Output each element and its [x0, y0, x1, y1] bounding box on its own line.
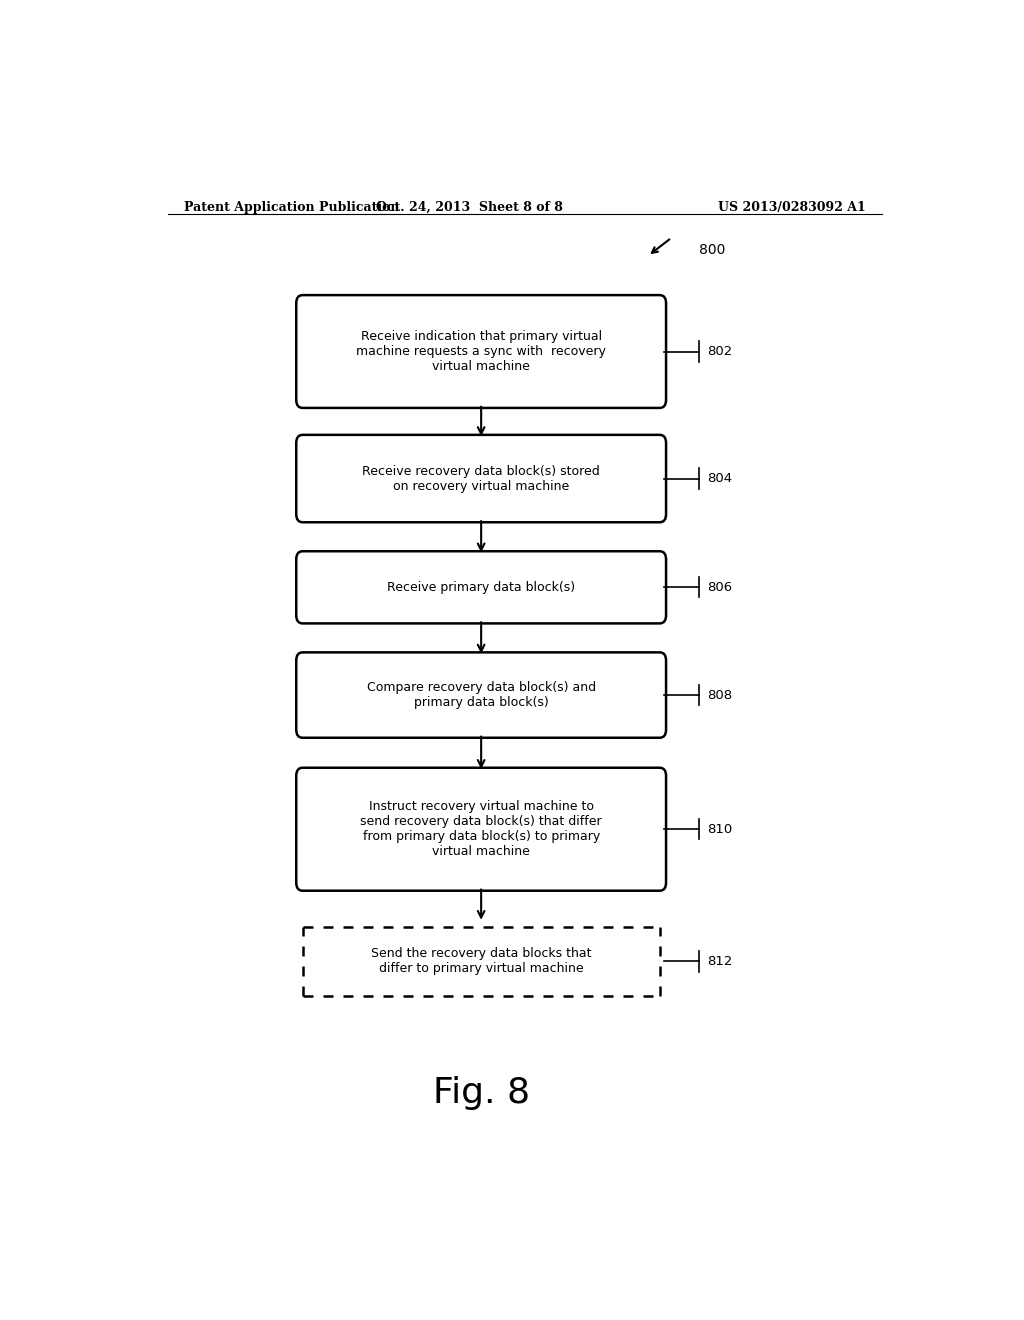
Text: 806: 806: [708, 581, 732, 594]
Text: Send the recovery data blocks that
differ to primary virtual machine: Send the recovery data blocks that diffe…: [371, 948, 592, 975]
Text: Fig. 8: Fig. 8: [432, 1077, 529, 1110]
Text: Instruct recovery virtual machine to
send recovery data block(s) that differ
fro: Instruct recovery virtual machine to sen…: [360, 800, 602, 858]
Text: 802: 802: [708, 345, 732, 358]
Text: Receive recovery data block(s) stored
on recovery virtual machine: Receive recovery data block(s) stored on…: [362, 465, 600, 492]
Text: 804: 804: [708, 473, 732, 484]
Text: US 2013/0283092 A1: US 2013/0283092 A1: [718, 201, 866, 214]
FancyBboxPatch shape: [296, 652, 666, 738]
Text: Receive primary data block(s): Receive primary data block(s): [387, 581, 575, 594]
Text: Oct. 24, 2013  Sheet 8 of 8: Oct. 24, 2013 Sheet 8 of 8: [376, 201, 562, 214]
Text: Patent Application Publication: Patent Application Publication: [183, 201, 399, 214]
Text: 808: 808: [708, 689, 732, 701]
Text: Receive indication that primary virtual
machine requests a sync with  recovery
v: Receive indication that primary virtual …: [356, 330, 606, 374]
FancyBboxPatch shape: [296, 296, 666, 408]
FancyBboxPatch shape: [296, 552, 666, 623]
Text: 810: 810: [708, 822, 732, 836]
Text: 812: 812: [708, 954, 733, 968]
Text: Compare recovery data block(s) and
primary data block(s): Compare recovery data block(s) and prima…: [367, 681, 596, 709]
FancyBboxPatch shape: [296, 434, 666, 523]
FancyBboxPatch shape: [296, 768, 666, 891]
Text: 800: 800: [699, 243, 726, 257]
